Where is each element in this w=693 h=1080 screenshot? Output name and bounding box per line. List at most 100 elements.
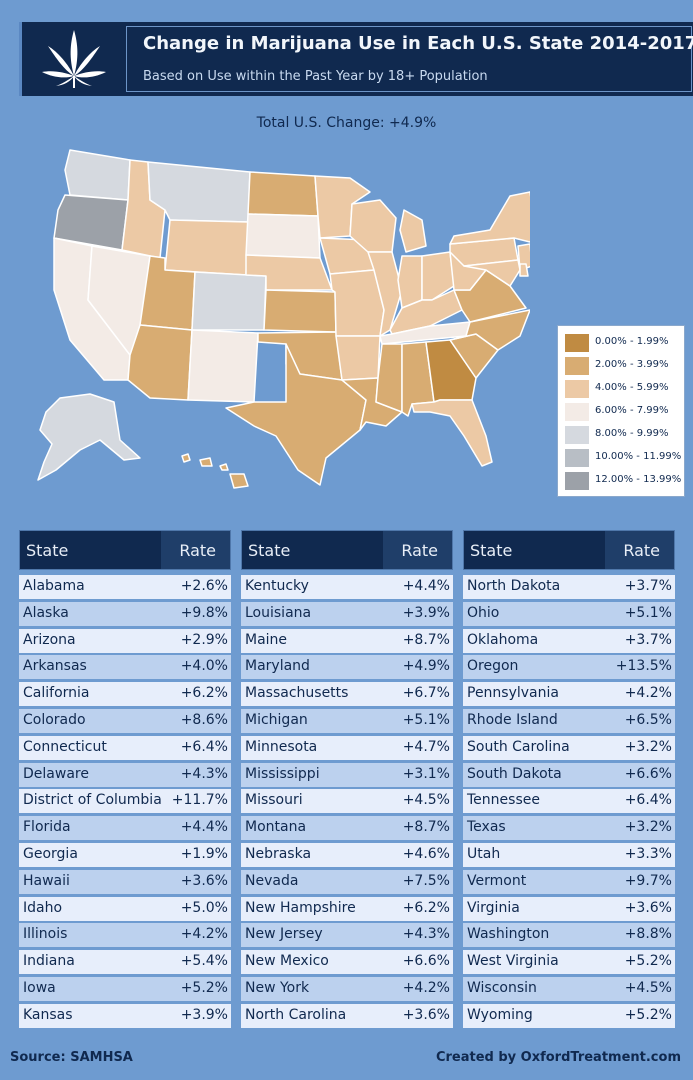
column-header-state: State bbox=[248, 541, 291, 560]
legend-swatch bbox=[565, 449, 589, 467]
cell-state: South Dakota bbox=[467, 765, 562, 782]
cell-rate: +5.2% bbox=[624, 953, 672, 970]
state-new-mexico bbox=[187, 329, 259, 403]
table-row: Minnesota +4.7% bbox=[241, 735, 453, 760]
legend-item: 6.00% - 7.99% bbox=[565, 403, 681, 421]
cell-state: Maine bbox=[245, 631, 288, 648]
cell-state: Nebraska bbox=[245, 846, 312, 862]
cell-state: Vermont bbox=[467, 872, 527, 889]
cell-state: Pennsylvania bbox=[467, 685, 559, 702]
cell-rate: +3.7% bbox=[624, 578, 672, 594]
legend-label: 4.00% - 5.99% bbox=[595, 382, 669, 393]
cell-state: Alabama bbox=[23, 578, 85, 594]
table-row: New York +4.2% bbox=[241, 977, 453, 1001]
state-arizona bbox=[127, 324, 193, 401]
legend-label: 10.00% - 11.99% bbox=[595, 451, 682, 462]
table-row: California +6.2% bbox=[19, 682, 231, 707]
table-row: Connecticut +6.4% bbox=[19, 735, 231, 760]
cell-rate: +8.7% bbox=[402, 631, 450, 648]
table-header: State Rate bbox=[463, 530, 675, 570]
cell-rate: +3.7% bbox=[624, 631, 672, 648]
cell-state: North Carolina bbox=[245, 1006, 347, 1023]
cell-state: Mississippi bbox=[245, 765, 320, 782]
legend-swatch bbox=[565, 357, 589, 375]
state-delaware bbox=[519, 263, 529, 277]
legend-item: 4.00% - 5.99% bbox=[565, 380, 681, 398]
legend-label: 0.00% - 1.99% bbox=[595, 336, 669, 347]
rate-header-bg bbox=[383, 531, 452, 569]
cell-rate: +13.5% bbox=[615, 658, 672, 675]
legend-swatch bbox=[565, 472, 589, 490]
table-row: Maine +8.7% bbox=[241, 628, 453, 653]
table-row: Montana +8.7% bbox=[241, 816, 453, 841]
table-row: Illinois +4.2% bbox=[19, 923, 231, 948]
logo bbox=[22, 22, 126, 96]
cell-rate: +6.6% bbox=[624, 765, 672, 782]
cell-state: Louisiana bbox=[245, 604, 312, 621]
cell-rate: +3.2% bbox=[624, 819, 672, 836]
cell-state: Oklahoma bbox=[467, 631, 539, 648]
state-illinois bbox=[367, 251, 403, 337]
cell-rate: +3.3% bbox=[624, 846, 672, 862]
cell-state: Utah bbox=[467, 846, 501, 862]
cell-state: Idaho bbox=[23, 899, 63, 916]
legend-label: 6.00% - 7.99% bbox=[595, 405, 669, 416]
cell-state: Montana bbox=[245, 819, 307, 836]
table-row: Alabama +2.6% bbox=[19, 575, 231, 599]
cell-rate: +3.1% bbox=[402, 765, 450, 782]
cell-rate: +4.6% bbox=[402, 846, 450, 862]
table-row: Nebraska +4.6% bbox=[241, 843, 453, 867]
legend-item: 2.00% - 3.99% bbox=[565, 357, 681, 375]
credit-note: Created by OxfordTreatment.com bbox=[435, 1050, 681, 1065]
cell-rate: +5.1% bbox=[402, 712, 450, 728]
state-mississippi bbox=[375, 343, 403, 413]
cell-rate: +4.7% bbox=[402, 738, 450, 755]
cell-state: Delaware bbox=[23, 765, 89, 782]
map-legend: 0.00% - 1.99% 2.00% - 3.99% 4.00% - 5.99… bbox=[557, 325, 685, 497]
cell-rate: +4.9% bbox=[402, 658, 450, 675]
rate-header-bg bbox=[605, 531, 674, 569]
us-map bbox=[37, 149, 530, 489]
legend-label: 8.00% - 9.99% bbox=[595, 428, 669, 439]
table-row: Louisiana +3.9% bbox=[241, 601, 453, 626]
state-indiana bbox=[397, 255, 423, 309]
state-alaska bbox=[37, 393, 141, 481]
state-colorado bbox=[191, 271, 267, 331]
cell-state: Arizona bbox=[23, 631, 76, 648]
cell-state: South Carolina bbox=[467, 738, 570, 755]
cell-rate: +6.7% bbox=[402, 685, 450, 702]
cell-state: North Dakota bbox=[467, 578, 561, 594]
cell-state: Wyoming bbox=[467, 1006, 533, 1023]
cell-state: West Virginia bbox=[467, 953, 559, 970]
cell-rate: +4.0% bbox=[180, 658, 228, 675]
cell-rate: +1.9% bbox=[180, 846, 228, 862]
cell-rate: +4.3% bbox=[180, 765, 228, 782]
legend-label: 12.00% - 13.99% bbox=[595, 474, 682, 485]
cell-rate: +6.2% bbox=[402, 899, 450, 916]
table-row: Arizona +2.9% bbox=[19, 628, 231, 653]
cell-rate: +6.6% bbox=[402, 953, 450, 970]
state-kansas bbox=[263, 289, 337, 333]
table-row: Virginia +3.6% bbox=[463, 896, 675, 921]
table-row: Wisconsin +4.5% bbox=[463, 977, 675, 1001]
state-new-york bbox=[449, 191, 530, 245]
cell-rate: +2.6% bbox=[180, 578, 228, 594]
cell-state: Illinois bbox=[23, 926, 68, 943]
cell-state: Colorado bbox=[23, 712, 86, 728]
cell-state: Arkansas bbox=[23, 658, 87, 675]
cell-rate: +4.4% bbox=[402, 578, 450, 594]
state-wyoming bbox=[164, 219, 249, 276]
cell-rate: +3.6% bbox=[402, 1006, 450, 1023]
legend-item: 10.00% - 11.99% bbox=[565, 449, 681, 467]
legend-label: 2.00% - 3.99% bbox=[595, 359, 669, 370]
legend-swatch bbox=[565, 426, 589, 444]
cell-rate: +4.2% bbox=[180, 926, 228, 943]
cell-state: Tennessee bbox=[467, 792, 540, 809]
table-row: Alaska +9.8% bbox=[19, 601, 231, 626]
state-north-dakota bbox=[247, 171, 319, 217]
cell-state: Maryland bbox=[245, 658, 310, 675]
cell-state: California bbox=[23, 685, 90, 702]
table-row: Florida +4.4% bbox=[19, 816, 231, 841]
cell-state: Minnesota bbox=[245, 738, 318, 755]
legend-item: 12.00% - 13.99% bbox=[565, 472, 681, 490]
